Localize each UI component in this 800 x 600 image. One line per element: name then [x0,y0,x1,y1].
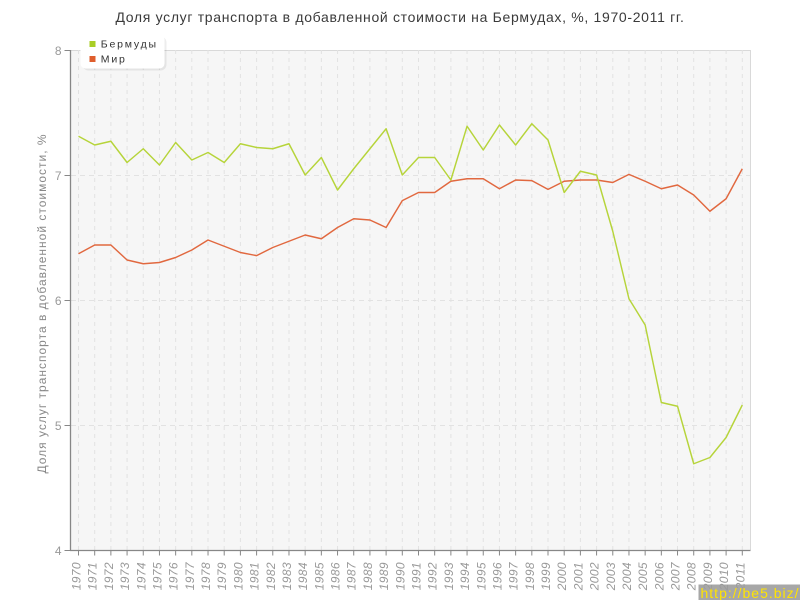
svg-text:1982: 1982 [264,562,278,590]
svg-text:1998: 1998 [523,562,537,590]
svg-text:5: 5 [55,419,62,433]
svg-text:1997: 1997 [507,561,521,590]
svg-text:Мир: Мир [101,54,127,66]
svg-text:Бермуды: Бермуды [101,39,158,51]
svg-text:1996: 1996 [490,562,504,590]
svg-text:1985: 1985 [312,562,326,590]
svg-text:1981: 1981 [248,562,262,590]
svg-text:1972: 1972 [102,562,116,590]
svg-text:1994: 1994 [458,562,472,590]
svg-text:2006: 2006 [652,562,666,591]
svg-text:1993: 1993 [442,562,456,590]
svg-text:4: 4 [55,544,62,558]
svg-text:1995: 1995 [474,562,488,590]
svg-text:1979: 1979 [215,562,229,590]
svg-text:1983: 1983 [280,562,294,590]
svg-text:1999: 1999 [539,562,553,590]
svg-text:1974: 1974 [134,562,148,590]
svg-text:1992: 1992 [426,562,440,590]
svg-text:1975: 1975 [150,562,164,590]
svg-text:1980: 1980 [231,562,245,590]
svg-text:2005: 2005 [636,562,650,591]
svg-text:2000: 2000 [555,562,569,591]
svg-text:2001: 2001 [571,562,585,591]
svg-text:1973: 1973 [118,562,132,590]
svg-text:Доля услуг транспорта в добавл: Доля услуг транспорта в добавленной стои… [35,133,49,473]
svg-text:8: 8 [55,44,62,58]
svg-text:2009: 2009 [701,562,715,591]
svg-text:http://be5.biz/: http://be5.biz/ [701,585,800,600]
svg-text:1987: 1987 [345,561,359,590]
svg-text:1971: 1971 [86,562,100,590]
svg-text:2010: 2010 [717,562,731,591]
svg-text:2007: 2007 [669,561,683,591]
svg-text:1991: 1991 [409,562,423,590]
svg-text:6: 6 [55,294,62,308]
svg-text:7: 7 [55,169,62,183]
svg-text:2002: 2002 [588,562,602,591]
svg-text:1978: 1978 [199,562,213,590]
svg-text:1977: 1977 [183,561,197,590]
svg-text:2011: 2011 [733,562,747,590]
svg-text:1986: 1986 [329,562,343,590]
svg-text:1970: 1970 [70,562,84,590]
svg-text:2008: 2008 [685,562,699,591]
svg-text:2004: 2004 [620,562,634,591]
svg-text:Доля услуг транспорта в добавл: Доля услуг транспорта в добавленной стои… [115,9,684,25]
svg-text:1989: 1989 [377,562,391,590]
svg-text:1976: 1976 [167,562,181,590]
svg-text:2003: 2003 [604,562,618,591]
svg-text:1984: 1984 [296,562,310,590]
svg-text:1988: 1988 [361,562,375,590]
svg-text:1990: 1990 [393,562,407,590]
